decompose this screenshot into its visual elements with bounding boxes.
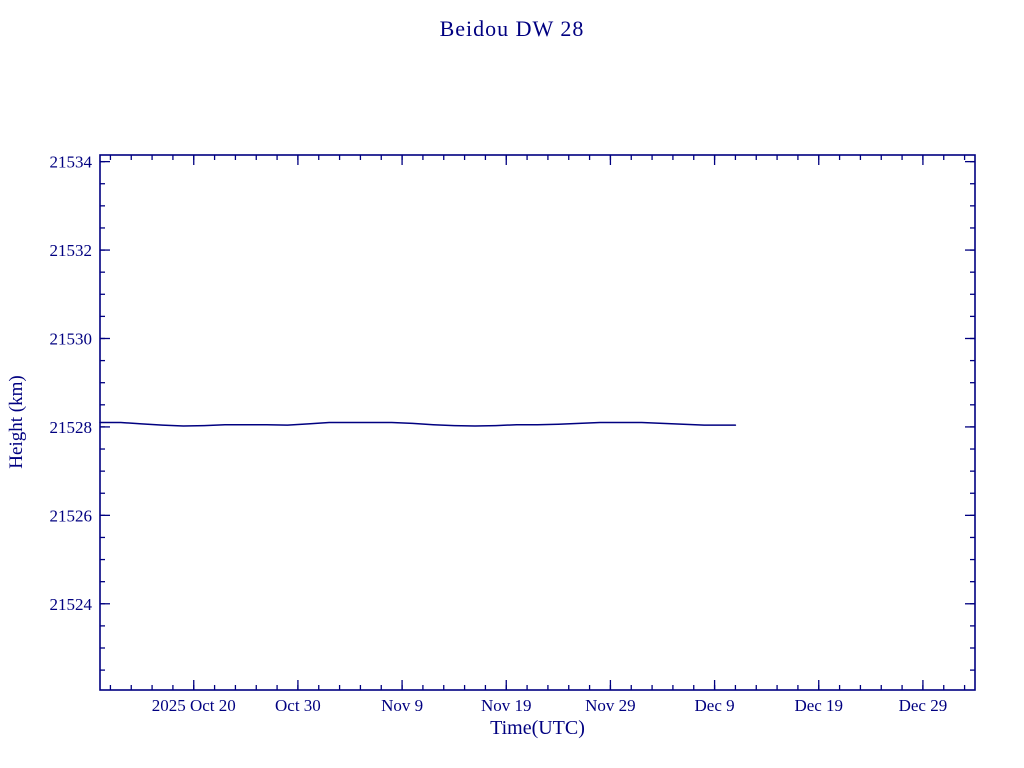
x-tick-label: Nov 29 xyxy=(585,696,636,715)
x-tick-label: Dec 29 xyxy=(899,696,948,715)
plot-border xyxy=(99,154,976,691)
x-tick-label: Nov 19 xyxy=(481,696,532,715)
y-tick-label: 21524 xyxy=(50,595,93,614)
orbit-height-line xyxy=(99,421,737,427)
x-tick-label: Nov 9 xyxy=(381,696,423,715)
x-tick-label: Oct 30 xyxy=(275,696,321,715)
x-tick-label: 2025 Oct 20 xyxy=(152,696,236,715)
x-tick-label: Dec 9 xyxy=(695,696,735,715)
x-tick-label: Dec 19 xyxy=(794,696,843,715)
x-axis-label: Time(UTC) xyxy=(490,717,585,739)
chart-title: Beidou DW 28 xyxy=(439,16,585,41)
y-tick-label: 21530 xyxy=(50,329,93,348)
y-tick-label: 21526 xyxy=(50,506,93,525)
y-tick-label: 21532 xyxy=(50,241,93,260)
y-tick-label: 21528 xyxy=(50,418,93,437)
y-tick-label: 21534 xyxy=(50,153,93,172)
y-axis-label: Height (km) xyxy=(6,375,27,469)
